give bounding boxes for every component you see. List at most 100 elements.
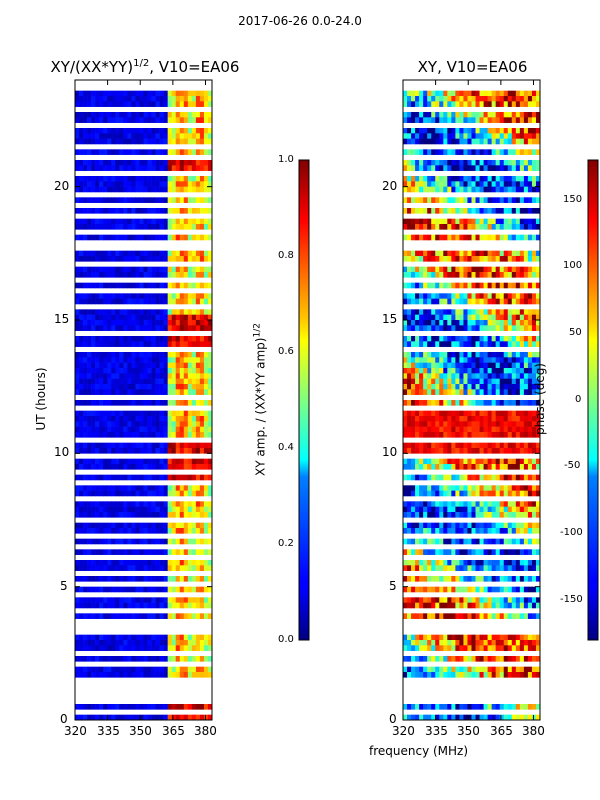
heatmap-cell: [111, 704, 116, 710]
heatmap-cell: [119, 704, 124, 710]
heatmap-cell: [119, 464, 124, 470]
heatmap-cell: [135, 602, 140, 609]
heatmap-cell: [191, 474, 197, 481]
heatmap-cell: [419, 138, 424, 145]
heatmap-cell: [103, 400, 108, 406]
heatmap-cell: [411, 458, 416, 465]
heatmap-cell: [91, 341, 96, 347]
heatmap-cell: [139, 538, 144, 545]
heatmap-cell: [431, 101, 436, 107]
heatmap-cell: [187, 133, 193, 139]
heatmap-cell: [479, 256, 484, 262]
heatmap-cell: [123, 448, 128, 454]
heatmap-cell: [179, 560, 185, 566]
heatmap-cell: [419, 501, 424, 507]
heatmap-cell: [83, 138, 88, 145]
heatmap-cell: [527, 133, 533, 139]
heatmap-cell: [487, 464, 492, 470]
heatmap-cell: [443, 160, 448, 166]
heatmap-cell: [535, 640, 541, 646]
heatmap-cell: [111, 352, 116, 358]
heatmap-cell: [103, 272, 108, 278]
heatmap-cell: [83, 613, 88, 619]
heatmap-cell: [79, 224, 84, 230]
heatmap-cell: [439, 549, 444, 555]
heatmap-cell: [419, 352, 424, 358]
heatmap-cell: [479, 218, 484, 225]
heatmap-cell: [79, 160, 84, 166]
heatmap-cell: [111, 432, 116, 438]
heatmap-cell: [107, 421, 112, 427]
heatmap-cell: [91, 256, 96, 262]
heatmap-cell: [123, 160, 128, 166]
heatmap-cell: [155, 282, 160, 289]
heatmap-cell: [111, 384, 116, 390]
heatmap-cell: [483, 336, 488, 342]
heatmap-cell: [459, 522, 464, 529]
heatmap-cell: [123, 96, 128, 102]
heatmap-cell: [411, 224, 416, 230]
heatmap-cell: [83, 522, 88, 529]
heatmap-cell: [143, 176, 148, 182]
heatmap-cell: [159, 400, 164, 406]
heatmap-cell: [495, 272, 501, 278]
heatmap-cell: [495, 133, 501, 139]
heatmap-cell: [459, 432, 464, 438]
heatmap-cell: [431, 512, 436, 518]
heatmap-cell: [467, 128, 472, 134]
heatmap-cell: [135, 384, 140, 390]
heatmap-cell: [523, 549, 529, 555]
heatmap-cell: [435, 560, 440, 566]
heatmap-cell: [119, 602, 124, 609]
heatmap-cell: [99, 640, 104, 646]
heatmap-cell: [419, 298, 424, 305]
heatmap-cell: [155, 714, 160, 721]
heatmap-cell: [151, 181, 156, 187]
heatmap-cell: [195, 197, 201, 203]
heatmap-cell: [119, 186, 124, 193]
heatmap-cell: [131, 336, 136, 342]
heatmap-cell: [427, 373, 432, 379]
heatmap-cell: [179, 357, 185, 363]
heatmap-cell: [195, 522, 201, 529]
heatmap-cell: [147, 400, 152, 406]
heatmap-cell: [455, 101, 460, 107]
heatmap-cell: [419, 256, 424, 262]
heatmap-cell: [83, 112, 88, 118]
heatmap-cell: [87, 112, 92, 118]
heatmap-cell: [187, 512, 193, 518]
heatmap-cell: [499, 181, 505, 187]
heatmap-cell: [119, 272, 124, 278]
heatmap-cell: [83, 368, 88, 374]
heatmap-cell: [403, 448, 408, 454]
heatmap-cell: [519, 378, 525, 385]
heatmap-cell: [467, 538, 472, 545]
heatmap-cell: [139, 101, 144, 107]
heatmap-cell: [499, 389, 505, 395]
heatmap-cell: [527, 410, 533, 417]
heatmap-cell: [447, 160, 452, 166]
heatmap-cell: [455, 666, 460, 673]
heatmap-cell: [139, 250, 144, 257]
heatmap-cell: [455, 384, 460, 390]
heatmap-cell: [507, 101, 513, 107]
heatmap-cell: [131, 645, 136, 651]
heatmap-cell: [451, 90, 456, 97]
heatmap-cell: [163, 432, 168, 438]
heatmap-cell: [183, 272, 189, 278]
heatmap-cell: [495, 320, 501, 326]
heatmap-cell: [491, 90, 496, 97]
heatmap-cell: [127, 474, 132, 481]
heatmap-cell: [431, 501, 436, 507]
heatmap-cell: [103, 224, 108, 230]
heatmap-cell: [99, 485, 104, 491]
heatmap-cell: [151, 133, 156, 139]
heatmap-cell: [199, 149, 205, 155]
heatmap-cell: [483, 197, 488, 203]
heatmap-cell: [507, 485, 513, 491]
heatmap-cell: [531, 181, 537, 187]
heatmap-cell: [511, 138, 517, 145]
heatmap-cell: [495, 256, 501, 262]
heatmap-cell: [463, 160, 468, 166]
heatmap-cell: [523, 149, 529, 155]
